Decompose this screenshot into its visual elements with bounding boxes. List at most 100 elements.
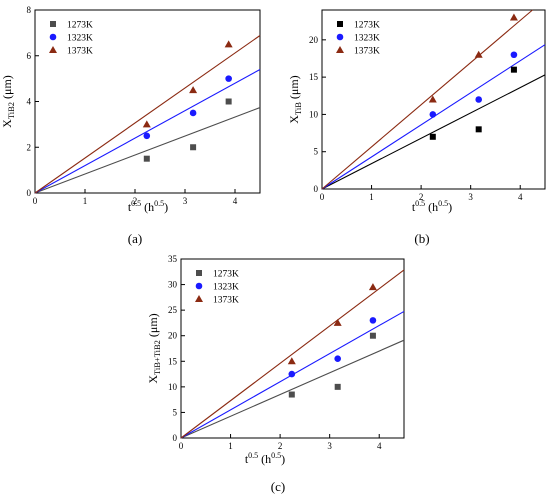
y-tick-label: 2 [27, 142, 32, 152]
y-tick-label: 30 [168, 280, 178, 290]
y-tick-label: 20 [309, 35, 319, 45]
data-point-1373K [189, 86, 198, 94]
x-tick-label: 0 [33, 196, 38, 206]
legend-marker-1323K [195, 282, 203, 290]
data-point-1323K [429, 111, 437, 118]
fit-line-1373K [321, 9, 533, 190]
data-point-1273K [225, 98, 232, 105]
y-tick-label: 25 [168, 305, 178, 315]
x-tick-label: 2 [133, 196, 138, 206]
x-tick-label: 1 [228, 441, 233, 451]
data-point-1373K [333, 318, 342, 326]
data-point-1273K [369, 332, 376, 339]
legend-marker-1373K [336, 46, 344, 53]
legend-marker-1273K [337, 21, 343, 27]
plot-frame [321, 9, 546, 190]
y-tick-label: 35 [168, 254, 178, 264]
y-tick-label: 5 [314, 147, 319, 157]
data-point-1323K [369, 317, 377, 324]
fit-line-1373K [180, 269, 405, 439]
legend-label-1273K: 1273K [67, 21, 93, 31]
legend-label-1323K: 1323K [213, 283, 239, 293]
data-point-1323K [510, 51, 518, 59]
data-point-1373K [474, 50, 483, 58]
y-tick-label: 6 [27, 51, 32, 61]
data-point-1373K [428, 95, 437, 103]
y-tick-label: 10 [309, 109, 319, 119]
x-tick-label: 1 [369, 192, 374, 202]
data-point-1373K [287, 357, 296, 365]
x-tick-label: 3 [327, 441, 332, 451]
legend-label-1273K: 1273K [213, 270, 239, 280]
legend-label-1373K: 1373K [67, 47, 93, 57]
fit-line-1373K [34, 35, 261, 194]
y-axis-label: XTiB2 (μm) [0, 75, 16, 128]
x-axis-label: t0.5 (h0.5) [128, 199, 168, 214]
data-point-1373K [142, 120, 151, 128]
data-point-1273K [429, 133, 436, 140]
y-tick-label: 15 [168, 356, 178, 366]
data-point-1273K [475, 126, 482, 133]
legend-label-1323K: 1323K [354, 34, 380, 44]
legend-marker-1273K [196, 270, 202, 276]
fit-line-1273K [180, 339, 405, 439]
data-point-1273K [510, 66, 517, 73]
data-point-1373K [509, 13, 518, 21]
x-axis-label: t0.5 (h0.5) [245, 451, 285, 466]
legend-marker-1273K [50, 21, 56, 27]
panel-caption: (b) [414, 231, 429, 246]
x-tick-label: 4 [377, 441, 382, 451]
data-point-1323K [143, 132, 151, 140]
legend-marker-1373K [49, 46, 57, 53]
y-tick-label: 15 [309, 72, 319, 82]
data-point-1273K [190, 144, 197, 151]
data-point-1323K [225, 75, 232, 82]
legend-marker-1323K [49, 33, 57, 41]
panel-caption: (a) [128, 231, 142, 246]
y-tick-label: 8 [27, 5, 32, 15]
data-point-1373K [224, 40, 233, 48]
legend-label-1323K: 1323K [67, 34, 93, 44]
y-axis-label: XTiB+TiB2 (μm) [146, 313, 162, 383]
chart-panel-1: 0 1 2 3 4 0 2 4 6 8 1273K 1323K 1373K XTiB2 (μm) t0.5 … [0, 5, 261, 246]
y-tick-label: 20 [168, 331, 178, 341]
data-point-1323K [288, 370, 296, 378]
x-tick-label: 2 [278, 441, 283, 451]
y-tick-label: 5 [173, 407, 178, 417]
x-tick-label: 0 [179, 441, 184, 451]
y-axis-label: XTiB (μm) [287, 75, 303, 123]
x-axis-label: t0.5 (h0.5) [412, 199, 452, 214]
x-tick-label: 1 [83, 196, 88, 206]
legend-marker-1323K [336, 33, 344, 41]
y-tick-label: 0 [27, 188, 32, 198]
y-tick-label: 10 [168, 382, 178, 392]
panel-caption: (c) [271, 479, 285, 494]
legend-marker-1373K [195, 295, 203, 302]
data-point-1273K [143, 155, 150, 162]
fit-line-1273K [321, 74, 546, 190]
x-tick-label: 4 [233, 196, 238, 206]
data-point-1323K [475, 96, 482, 103]
data-point-1373K [368, 283, 377, 291]
x-tick-label: 3 [468, 192, 473, 202]
data-point-1323K [189, 109, 197, 117]
legend-label-1373K: 1373K [354, 47, 380, 57]
y-tick-label: 4 [27, 97, 32, 107]
chart-panel-3: 0 1 2 3 4 0 5 10 15 20 25 30 35 1273K 1323K 1373K XTiB+T… [146, 254, 405, 494]
plot-frame [180, 258, 405, 439]
x-tick-label: 0 [320, 192, 325, 202]
x-tick-label: 2 [419, 192, 424, 202]
legend-label-1273K: 1273K [354, 21, 380, 31]
data-point-1273K [288, 391, 295, 398]
y-tick-label: 0 [314, 184, 319, 194]
y-tick-label: 0 [173, 433, 178, 443]
legend-label-1373K: 1373K [213, 296, 239, 306]
x-tick-label: 3 [183, 196, 188, 206]
fit-line-1323K [34, 68, 261, 194]
x-tick-label: 4 [518, 192, 523, 202]
fit-line-1273K [34, 107, 261, 194]
data-point-1323K [334, 355, 341, 363]
chart-panel-2: 0 1 2 3 4 0 5 10 15 20 1273K 1323K 1373K XTiB (μm) t0.… [287, 9, 546, 246]
data-point-1273K [334, 383, 341, 390]
